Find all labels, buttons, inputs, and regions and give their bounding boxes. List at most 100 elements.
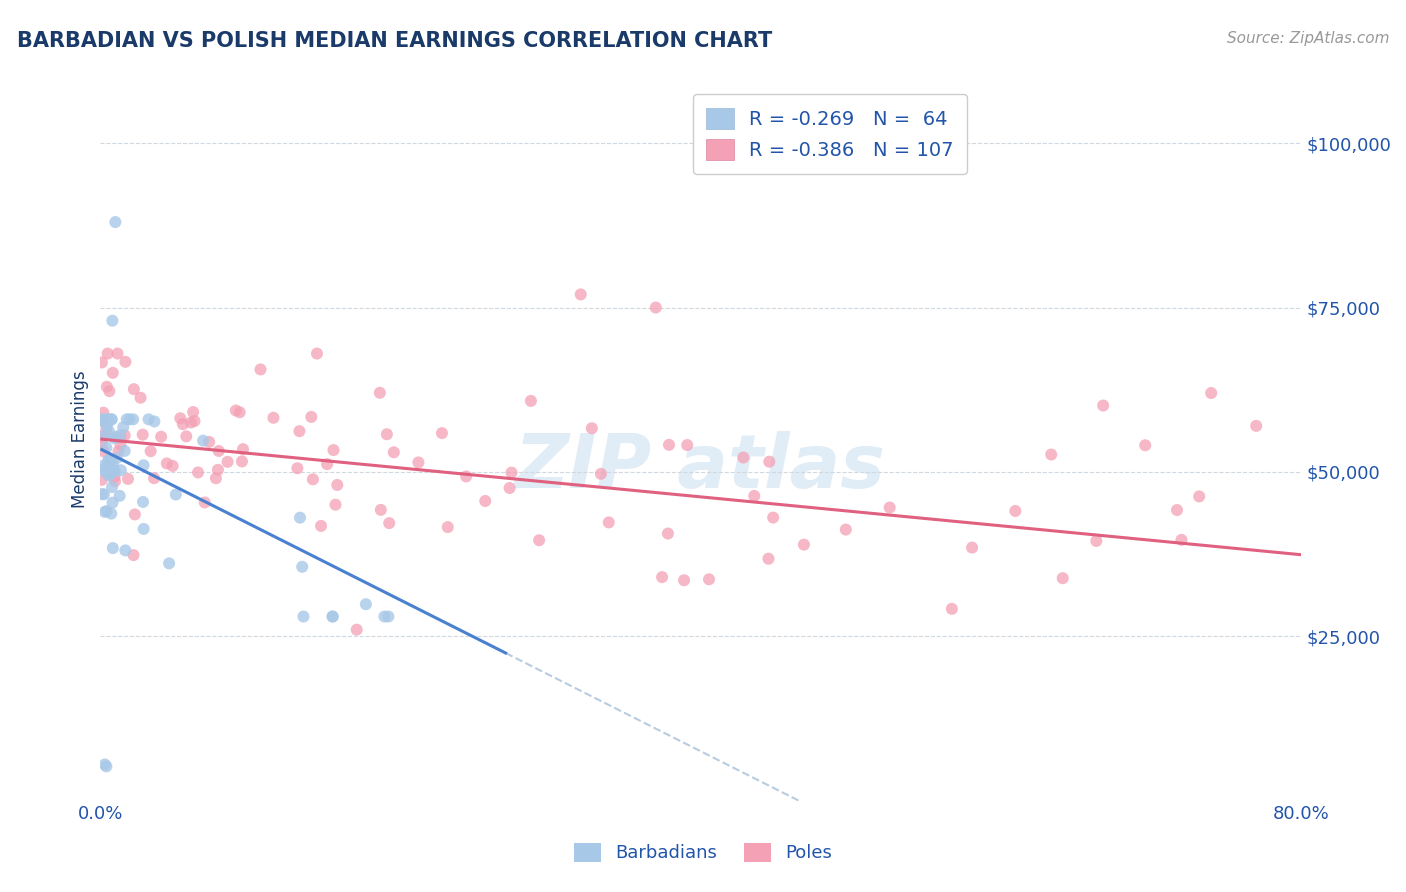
Point (90, 459, 112, 474)
Point (104, 215, 127, 229)
Point (370, 503, 392, 517)
Point (101, 541, 124, 555)
Point (97, 346, 120, 360)
Point (103, 463, 125, 477)
Point (90, 412, 112, 426)
Point (589, 467, 612, 481)
Point (156, 457, 179, 471)
Point (124, 508, 146, 522)
Text: BARBADIAN VS POLISH MEDIAN EARNINGS CORRELATION CHART: BARBADIAN VS POLISH MEDIAN EARNINGS CORR… (17, 31, 772, 51)
Point (941, 602, 963, 616)
Point (1052, 571, 1074, 585)
Point (198, 434, 221, 449)
Point (104, 470, 127, 484)
Point (658, 438, 681, 452)
Point (742, 489, 765, 503)
Point (112, 420, 135, 434)
Point (107, 346, 129, 360)
Point (107, 444, 129, 458)
Point (1092, 399, 1115, 413)
Point (169, 411, 191, 425)
Point (1188, 490, 1211, 504)
Point (90, 355, 112, 369)
Point (90, 434, 112, 449)
Point (322, 609, 344, 624)
Point (96, 504, 118, 518)
Point (110, 463, 132, 477)
Point (228, 405, 250, 419)
Point (96, 441, 118, 455)
Point (108, 489, 131, 503)
Point (97, 412, 120, 426)
Point (430, 426, 453, 441)
Point (288, 424, 311, 438)
Point (97, 454, 120, 468)
Point (98, 467, 121, 482)
Point (174, 429, 197, 443)
Point (205, 471, 228, 485)
Point (569, 287, 592, 301)
Point (520, 393, 543, 408)
Point (104, 464, 127, 478)
Point (96, 417, 118, 432)
Point (287, 461, 309, 475)
Point (104, 474, 127, 488)
Point (101, 314, 124, 328)
Point (114, 428, 136, 442)
Point (1135, 438, 1157, 452)
Point (115, 412, 138, 426)
Point (150, 430, 173, 444)
Point (183, 414, 205, 428)
Point (187, 466, 209, 480)
Point (292, 609, 315, 624)
Point (309, 519, 332, 533)
Point (110, 437, 132, 451)
Point (181, 405, 204, 419)
Point (110, 428, 132, 442)
Point (373, 609, 395, 624)
Point (100, 507, 122, 521)
Point (162, 458, 184, 473)
Point (375, 427, 398, 442)
Point (105, 450, 128, 465)
Point (657, 526, 679, 541)
Point (94, 757, 117, 772)
Point (793, 538, 815, 552)
Point (97, 464, 120, 478)
Point (90, 430, 112, 444)
Point (132, 458, 155, 473)
Point (262, 410, 284, 425)
Point (93, 444, 115, 458)
Point (138, 412, 160, 426)
Point (879, 500, 901, 515)
Point (1040, 448, 1063, 462)
Point (305, 346, 328, 360)
Point (98, 468, 121, 483)
Point (157, 557, 180, 571)
Point (1199, 386, 1222, 401)
Point (93, 462, 115, 476)
Point (194, 495, 217, 509)
Point (225, 403, 247, 417)
Point (94, 423, 117, 437)
Point (117, 472, 139, 486)
Point (118, 412, 141, 426)
Point (207, 463, 229, 477)
Legend: R = -0.269   N =  64, R = -0.386   N = 107: R = -0.269 N = 64, R = -0.386 N = 107 (693, 95, 967, 174)
Point (191, 434, 214, 448)
Point (299, 409, 322, 424)
Point (758, 551, 780, 566)
Point (232, 442, 254, 457)
Point (91, 413, 114, 427)
Point (100, 412, 122, 426)
Point (93, 429, 115, 443)
Point (291, 559, 314, 574)
Point (98, 384, 121, 398)
Point (231, 454, 253, 468)
Point (302, 472, 325, 486)
Point (165, 487, 187, 501)
Point (598, 516, 620, 530)
Point (835, 523, 858, 537)
Point (1085, 533, 1108, 548)
Point (326, 478, 349, 492)
